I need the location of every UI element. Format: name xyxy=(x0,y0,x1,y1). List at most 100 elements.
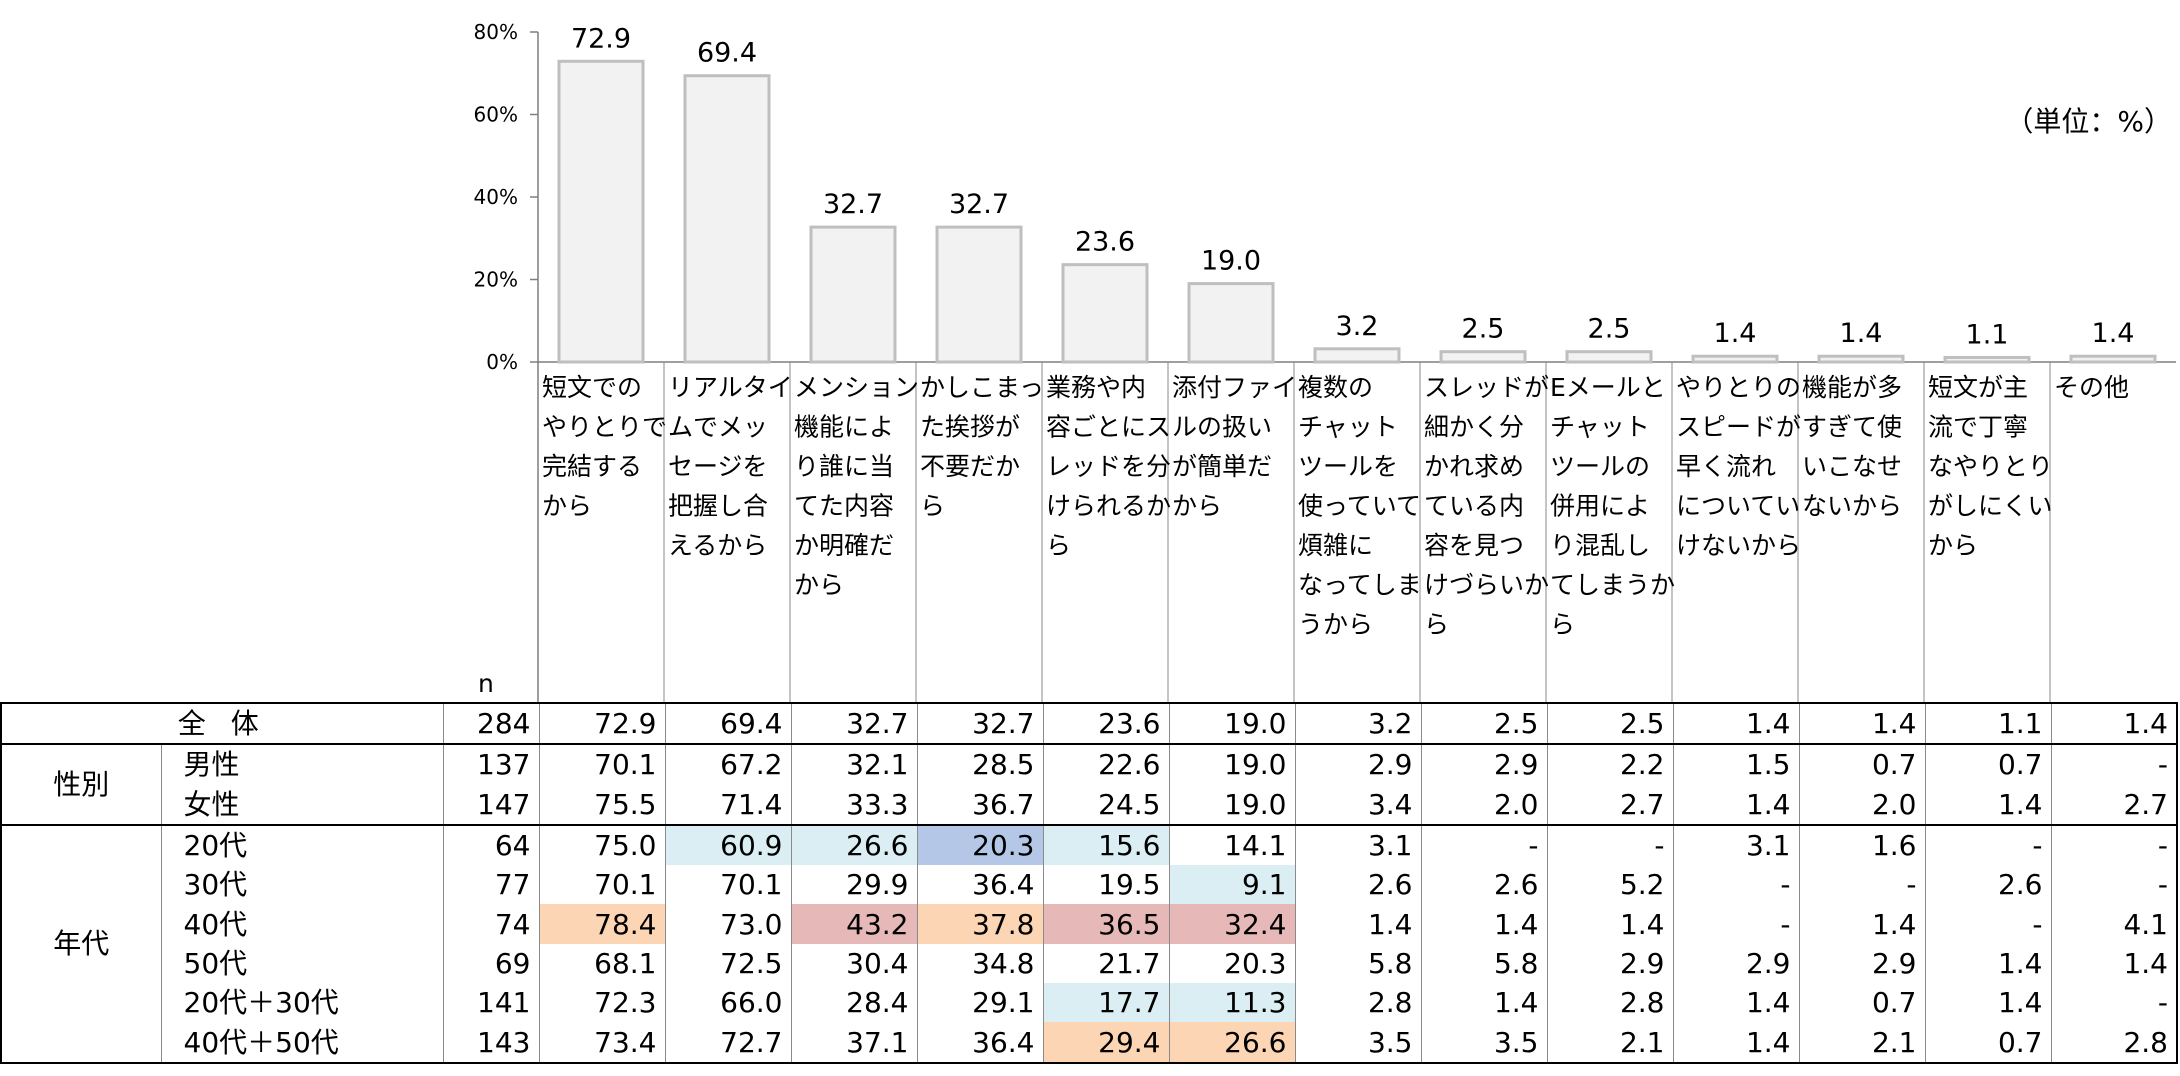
category-label: についてい xyxy=(1676,492,1800,521)
category-label: から xyxy=(542,492,592,521)
table-cell: 5.2 xyxy=(1546,865,1673,905)
table-cell: 20.3 xyxy=(916,823,1043,866)
bar xyxy=(1943,355,2031,364)
table-cell: 71.4 xyxy=(664,784,791,825)
table-cell: 72.5 xyxy=(664,943,791,984)
table-cell: 70.1 xyxy=(538,865,665,905)
bar-value-label: 72.9 xyxy=(571,23,631,54)
category-label: 不要だか xyxy=(920,452,1020,481)
table-row: 40代＋50代 143 73.4 72.7 37.1 36.4 29.4 26.6 3.5 3.5… xyxy=(1,1022,2177,1063)
table-row: 30代 77 70.1 70.1 29.9 36.4 19.5 9.1 2.6 2.6 5.2- -2… xyxy=(1,865,2177,905)
n-value: 64 xyxy=(442,823,539,866)
bar xyxy=(1565,350,1653,364)
table-cell: 73.4 xyxy=(538,1022,665,1063)
table-row: 全 体 284 72.9 69.4 32.7 32.7 23.6 19.0 3.2 2.5 2.5 1… xyxy=(1,701,2177,745)
table-cell: - xyxy=(1420,823,1547,866)
n-value: 77 xyxy=(442,865,539,905)
bar-value-label: 1.4 xyxy=(1840,318,1883,349)
bar-value-label: 1.4 xyxy=(2092,318,2135,349)
n-value: 69 xyxy=(442,943,539,984)
table-cell: 29.1 xyxy=(916,983,1043,1023)
category-label: けづらいか xyxy=(1424,571,1549,600)
category-label: 容ごとにス xyxy=(1046,413,1171,442)
table-cell: 72.7 xyxy=(664,1022,791,1063)
table-row: 女性 147 75.5 71.4 33.3 36.7 24.5 19.0 3.4 2.0 2.7 1.… xyxy=(1,784,2177,825)
y-tick-label: 20% xyxy=(474,268,518,292)
bar-value-label: 2.5 xyxy=(1588,314,1631,345)
table-cell: 32.1 xyxy=(790,743,917,785)
bar-value-label: 1.4 xyxy=(1714,318,1757,349)
table-cell: 3.5 xyxy=(1420,1022,1547,1063)
table-cell: 2.5 xyxy=(1546,701,1673,745)
n-value: 147 xyxy=(442,784,539,825)
table-cell: 73.0 xyxy=(664,904,791,944)
category-label: なやりとり xyxy=(1928,452,2053,481)
table-cell: 1.1 xyxy=(1924,701,2051,745)
table-cell: 0.7 xyxy=(1798,743,1925,785)
category-label: てた内容 xyxy=(794,492,894,521)
group-label: 年代 xyxy=(1,823,162,1063)
table-cell: 1.4 xyxy=(1672,784,1799,825)
table-cell: 2.8 xyxy=(1546,983,1673,1023)
table-cell: 1.4 xyxy=(2050,943,2177,984)
category-label: リアルタイ xyxy=(668,373,793,402)
table-cell: - xyxy=(1924,904,2051,944)
table-cell: 1.4 xyxy=(1924,784,2051,825)
category-label: Eメールと xyxy=(1550,373,1666,402)
table-cell: 43.2 xyxy=(790,904,917,944)
category-label: えるから xyxy=(668,531,767,560)
table-cell: 2.7 xyxy=(2050,784,2177,825)
table-cell: 70.1 xyxy=(664,865,791,905)
table-cell: 36.5 xyxy=(1042,904,1169,944)
table-cell: 1.6 xyxy=(1798,823,1925,866)
table-cell: - xyxy=(1924,823,2051,866)
n-value: 74 xyxy=(442,904,539,944)
table-cell: 19.0 xyxy=(1168,701,1295,745)
table-cell: 1.5 xyxy=(1672,743,1799,785)
category-label: スレッドが xyxy=(1424,373,1549,402)
category-label: 流で丁寧 xyxy=(1928,413,2028,442)
bar xyxy=(1061,263,1149,364)
y-tick-label: 60% xyxy=(474,103,518,127)
category-label: がしにくい xyxy=(1928,492,2053,521)
category-label: 細かく分 xyxy=(1424,413,1524,442)
category-label: スピードが xyxy=(1676,413,1801,442)
table-cell: 11.3 xyxy=(1168,983,1295,1023)
table-cell: 32.7 xyxy=(916,701,1043,745)
table-cell: 24.5 xyxy=(1042,784,1169,825)
bar-value-label: 19.0 xyxy=(1201,246,1261,277)
table-cell: 2.1 xyxy=(1798,1022,1925,1063)
category-label: から xyxy=(1928,531,1978,560)
category-label: 併用によ xyxy=(1550,492,1650,521)
table-cell: 75.5 xyxy=(538,784,665,825)
table-cell: 3.1 xyxy=(1294,823,1421,866)
table-cell: 2.2 xyxy=(1546,743,1673,785)
category-label: けられるか xyxy=(1046,492,1171,521)
table-cell: 78.4 xyxy=(538,904,665,944)
group-label: 性別 xyxy=(1,743,162,825)
table-cell: 2.9 xyxy=(1420,743,1547,785)
category-label: が簡単だ xyxy=(1172,452,1272,481)
category-label: か明確だ xyxy=(794,531,894,560)
category-label: ツールを xyxy=(1298,452,1398,481)
row-label: 女性 xyxy=(183,787,240,821)
bar xyxy=(683,74,771,364)
category-label: り混乱し xyxy=(1550,531,1650,560)
table-cell: 5.8 xyxy=(1294,943,1421,984)
category-label: なってしま xyxy=(1298,571,1422,600)
bar xyxy=(1691,354,1779,364)
category-label: 煩雑に xyxy=(1298,531,1373,560)
category-label: チャット xyxy=(1550,413,1650,442)
table-cell: 1.4 xyxy=(1546,904,1673,944)
category-label: セージを xyxy=(668,452,768,481)
bar xyxy=(1187,282,1275,364)
bar-value-label: 1.1 xyxy=(1966,319,2009,350)
table-cell: 3.4 xyxy=(1294,784,1421,825)
category-label: やりとりの xyxy=(1676,373,1801,402)
table-cell: 1.4 xyxy=(1924,943,2051,984)
table-cell: 1.4 xyxy=(1420,983,1547,1023)
n-header: n xyxy=(478,669,494,698)
table-cell: 2.6 xyxy=(1294,865,1421,905)
category-label: いこなせ xyxy=(1802,452,1902,481)
bar-value-label: 23.6 xyxy=(1075,227,1135,258)
